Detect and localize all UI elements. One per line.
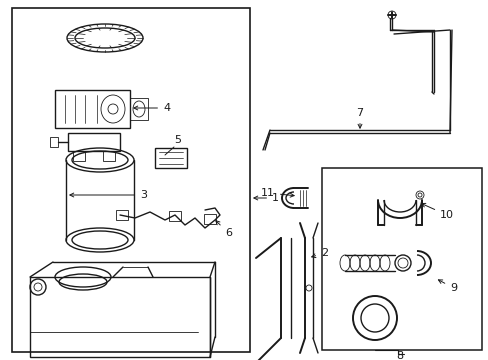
Bar xyxy=(103,151,115,161)
Text: 6: 6 xyxy=(215,221,231,238)
Text: 11: 11 xyxy=(261,188,294,198)
Bar xyxy=(116,210,128,220)
Text: 9: 9 xyxy=(438,280,456,293)
Bar xyxy=(68,133,120,151)
Text: 5: 5 xyxy=(174,135,181,145)
Text: 8: 8 xyxy=(396,351,403,360)
Text: 2: 2 xyxy=(311,248,327,258)
Bar xyxy=(130,98,148,120)
Bar xyxy=(12,8,249,352)
Bar xyxy=(30,277,209,357)
Bar xyxy=(50,137,58,147)
Bar xyxy=(55,90,130,128)
Bar xyxy=(321,168,481,350)
Bar xyxy=(155,148,186,168)
Bar xyxy=(203,214,216,224)
Bar xyxy=(73,151,85,161)
Text: 10: 10 xyxy=(421,203,453,220)
Bar xyxy=(169,211,181,221)
Text: 7: 7 xyxy=(356,108,363,128)
Text: 1: 1 xyxy=(253,193,279,203)
Text: 3: 3 xyxy=(70,190,147,200)
Text: 4: 4 xyxy=(134,103,170,113)
